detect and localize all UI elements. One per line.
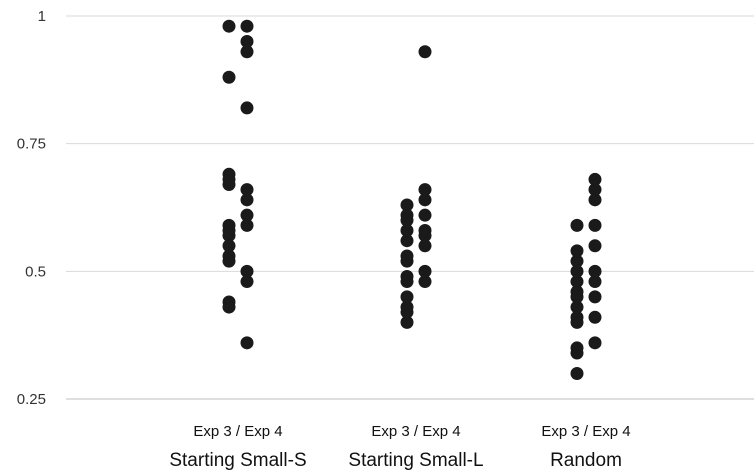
- data-points: [222, 19, 602, 380]
- exp4-point: [588, 218, 602, 232]
- y-tick-label: 0.25: [17, 391, 46, 408]
- exp3-point: [222, 300, 236, 314]
- exp4-point: [588, 264, 602, 278]
- exp4-point: [588, 290, 602, 304]
- x-sublabel: Exp 3 / Exp 4: [193, 423, 282, 440]
- x-category-label: Random: [550, 450, 622, 471]
- exp4-point: [588, 172, 602, 186]
- y-axis-ticks: 0.25 0.5 0.75 1: [17, 8, 46, 408]
- exp4-point: [418, 208, 432, 222]
- exp4-point: [240, 218, 254, 232]
- exp3-point: [570, 275, 584, 289]
- exp4-point: [588, 183, 602, 197]
- exp4-point: [418, 275, 432, 289]
- exp4-point: [418, 193, 432, 207]
- exp4-point: [588, 310, 602, 324]
- exp3-point: [400, 305, 414, 319]
- exp3-point: [400, 275, 414, 289]
- exp3-point: [570, 218, 584, 232]
- exp4-point: [588, 239, 602, 253]
- exp4-point: [418, 264, 432, 278]
- x-category-label: Starting Small-L: [348, 450, 483, 471]
- x-axis-labels: Exp 3 / Exp 4 Starting Small-S Exp 3 / Exp…: [169, 423, 630, 471]
- exp4-point: [588, 193, 602, 207]
- exp3-point: [222, 229, 236, 243]
- x-sublabel: Exp 3 / Exp 4: [371, 423, 460, 440]
- exp4-point: [240, 264, 254, 278]
- exp4-point: [418, 229, 432, 243]
- exp3-point: [400, 223, 414, 237]
- y-tick-label: 1: [38, 8, 46, 25]
- exp3-point: [222, 19, 236, 33]
- exp3-point: [570, 254, 584, 268]
- exp3-point: [400, 254, 414, 268]
- exp4-point: [418, 45, 432, 59]
- exp3-point: [400, 290, 414, 304]
- exp4-point: [588, 336, 602, 350]
- exp3-point: [222, 70, 236, 84]
- exp4-point: [418, 183, 432, 197]
- exp4-point: [240, 35, 254, 49]
- exp4-point: [240, 101, 254, 115]
- exp4-point: [418, 239, 432, 253]
- exp4-point: [588, 275, 602, 289]
- y-tick-label: 0.5: [25, 263, 46, 280]
- exp3-point: [222, 178, 236, 192]
- exp3-point: [222, 239, 236, 253]
- x-category-label: Starting Small-S: [169, 450, 306, 471]
- exp4-point: [240, 275, 254, 289]
- exp3-point: [570, 300, 584, 314]
- exp3-point: [570, 315, 584, 329]
- exp4-point: [240, 336, 254, 350]
- x-sublabel: Exp 3 / Exp 4: [541, 423, 630, 440]
- exp4-point: [240, 45, 254, 59]
- exp3-point: [570, 290, 584, 304]
- exp3-point: [570, 264, 584, 278]
- exp3-point: [400, 315, 414, 329]
- exp3-point: [222, 254, 236, 268]
- exp3-point: [400, 198, 414, 212]
- exp3-point: [570, 346, 584, 360]
- exp4-point: [240, 19, 254, 33]
- exp3-point: [570, 244, 584, 258]
- exp3-point: [400, 234, 414, 248]
- y-tick-label: 0.75: [17, 136, 46, 153]
- exp3-point: [570, 366, 584, 380]
- exp4-point: [240, 193, 254, 207]
- exp4-point: [240, 208, 254, 222]
- exp4-point: [240, 183, 254, 197]
- exp3-point: [400, 213, 414, 227]
